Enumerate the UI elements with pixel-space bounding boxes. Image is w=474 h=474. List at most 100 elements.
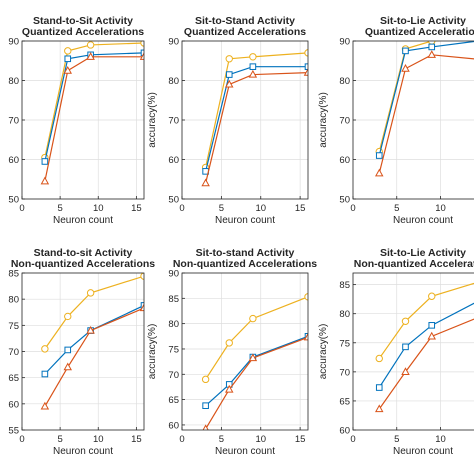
x-tick-label: 10 xyxy=(255,203,266,214)
y-tick-label: 80 xyxy=(8,76,19,87)
series-line-1 xyxy=(205,52,308,168)
data-point xyxy=(225,339,233,347)
y-tick-label: 65 xyxy=(8,373,19,384)
plot-area xyxy=(353,273,474,430)
x-axis-label: Neuron count xyxy=(393,446,453,457)
data-point xyxy=(86,41,95,49)
y-tick-label: 85 xyxy=(339,280,350,291)
data-point xyxy=(303,67,308,76)
y-tick-label: 60 xyxy=(339,155,350,166)
x-tick-label: 0 xyxy=(350,434,355,445)
y-tick-label: 60 xyxy=(8,155,19,166)
x-tick-label: 0 xyxy=(350,203,355,214)
data-point xyxy=(64,55,72,63)
x-axis-label: Neuron count xyxy=(393,215,453,226)
x-tick-label: 15 xyxy=(295,434,306,445)
y-tick-label: 60 xyxy=(168,155,179,166)
data-point xyxy=(139,52,144,60)
chart-5: 0 5 10 15 60 65 70 75 80 85 90 Neuron count accuracy… xyxy=(147,247,317,457)
y-tick-label: 90 xyxy=(168,269,179,280)
x-tick-label: 10 xyxy=(93,434,104,445)
series-group xyxy=(375,41,474,177)
data-point xyxy=(225,384,234,393)
chart-title-line-1: Sit-to-Stand Activity xyxy=(195,15,295,27)
series-line-3 xyxy=(378,318,474,410)
data-point xyxy=(225,79,234,88)
y-tick-label: 90 xyxy=(8,37,19,48)
data-point xyxy=(140,41,144,47)
y-tick-label: 80 xyxy=(168,76,179,87)
data-point xyxy=(139,303,144,312)
y-tick-label: 90 xyxy=(339,37,350,48)
x-tick-label: 15 xyxy=(295,203,306,214)
data-point xyxy=(375,384,383,391)
y-tick-label: 60 xyxy=(339,426,350,437)
y-axis-label: accuracy(%) xyxy=(318,324,329,380)
y-tick-label: 80 xyxy=(339,309,350,320)
data-point xyxy=(201,178,210,187)
plot-area xyxy=(182,273,308,430)
chart-6: 051015606570758085Neuron countaccuracy(%… xyxy=(318,247,474,457)
x-tick-label: 0 xyxy=(179,434,184,445)
data-point xyxy=(375,168,384,177)
series-line-2 xyxy=(205,335,308,407)
x-tick-label: 5 xyxy=(394,434,399,445)
y-tick-label: 60 xyxy=(8,399,19,410)
y-tick-label: 70 xyxy=(8,116,19,127)
data-point xyxy=(402,343,409,351)
data-point xyxy=(64,312,72,321)
chart-title-line-2: Non-quantized Accelerations xyxy=(173,258,317,270)
x-axis-label: Neuron count xyxy=(215,215,275,226)
data-point xyxy=(86,289,95,297)
data-point xyxy=(40,176,50,185)
y-tick-label: 65 xyxy=(168,395,179,406)
series-line-3 xyxy=(44,56,144,182)
y-tick-label: 50 xyxy=(339,195,350,206)
x-tick-label: 10 xyxy=(435,434,446,445)
data-point xyxy=(402,47,409,55)
chart-title-line-1: Stand-to-Sit Activity xyxy=(33,15,133,27)
y-tick-label: 70 xyxy=(8,347,19,358)
data-point xyxy=(303,332,308,341)
data-point xyxy=(225,71,233,78)
data-point xyxy=(428,43,436,51)
data-point xyxy=(401,64,410,72)
y-tick-label: 65 xyxy=(339,396,350,407)
series-line-2 xyxy=(378,302,474,388)
series-group xyxy=(201,293,308,430)
data-point xyxy=(248,353,258,362)
data-point xyxy=(427,331,436,340)
chart-title-line-1: Stand-to-sit Activity xyxy=(34,247,133,259)
x-tick-label: 5 xyxy=(219,203,224,214)
data-point xyxy=(428,292,436,300)
chart-title-line-1: Sit-to-Lie Activity xyxy=(380,247,466,259)
data-point xyxy=(401,317,410,325)
y-tick-label: 70 xyxy=(339,116,350,127)
x-tick-label: 10 xyxy=(435,203,446,214)
data-point xyxy=(304,63,308,70)
series-line-2 xyxy=(44,304,144,375)
x-tick-label: 10 xyxy=(255,434,266,445)
data-point xyxy=(140,273,144,280)
y-tick-label: 75 xyxy=(339,338,350,349)
series-group xyxy=(40,273,144,410)
data-point xyxy=(63,362,72,371)
data-point xyxy=(202,402,209,409)
chart-2: 0 5 10 15 50 60 70 80 90 Neuron count accuracy(%) S… xyxy=(147,15,309,226)
series-line-3 xyxy=(44,307,144,407)
series-line-3 xyxy=(378,54,474,174)
series-line-1 xyxy=(378,41,442,152)
x-axis-label: Neuron count xyxy=(53,215,113,226)
y-tick-label: 80 xyxy=(168,319,179,330)
y-tick-label: 85 xyxy=(8,269,19,280)
chart-title-line-2: Quantized Acceleration xyxy=(365,26,474,38)
series-line-3 xyxy=(205,336,308,430)
data-point xyxy=(249,314,257,323)
series-line-2 xyxy=(44,52,144,162)
series-group xyxy=(40,41,144,185)
series-group xyxy=(375,282,474,413)
y-tick-label: 70 xyxy=(168,116,179,127)
data-point xyxy=(64,47,72,55)
y-tick-label: 55 xyxy=(8,426,19,437)
